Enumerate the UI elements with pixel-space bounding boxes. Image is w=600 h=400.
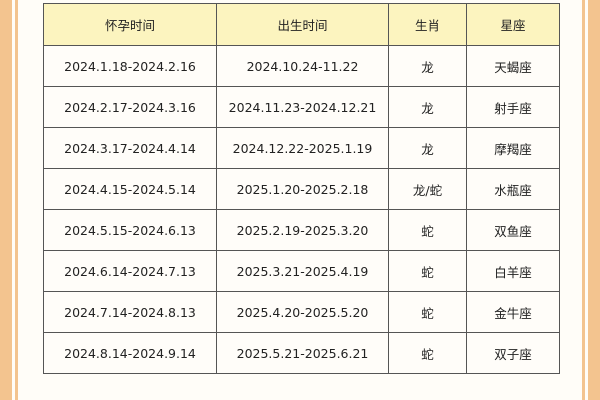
table-row: 2024.4.15-2024.5.14 2025.1.20-2025.2.18 龙/…	[43, 168, 560, 210]
right-border-line	[582, 0, 585, 400]
table-row: 2024.8.14-2024.9.14 2025.5.21-2025.6.21 蛇双…	[43, 332, 560, 374]
cell-zodiac-animal: 龙	[388, 127, 467, 169]
zodiac-table: 怀孕时间 出生时间 生肖 星座 2024.1.18-2024.2.16 2024.…	[43, 3, 560, 374]
cell-constellation: 双鱼座	[466, 209, 560, 251]
cell-birth-time: 2025.1.20-2025.2.18	[216, 168, 389, 210]
cell-constellation: 金牛座	[466, 291, 560, 333]
cell-pregnancy-time: 2024.4.15-2024.5.14	[43, 168, 217, 210]
cell-constellation: 天蝎座	[466, 45, 560, 87]
cell-birth-time: 2024.12.22-2025.1.19	[216, 127, 389, 169]
left-border-band	[0, 0, 12, 400]
cell-pregnancy-time: 2024.6.14-2024.7.13	[43, 250, 217, 292]
cell-pregnancy-time: 2024.8.14-2024.9.14	[43, 332, 217, 374]
cell-zodiac-animal: 龙	[388, 86, 467, 128]
cell-pregnancy-time: 2024.2.17-2024.3.16	[43, 86, 217, 128]
cell-constellation: 白羊座	[466, 250, 560, 292]
cell-zodiac-animal: 蛇	[388, 291, 467, 333]
cell-pregnancy-time: 2024.3.17-2024.4.14	[43, 127, 217, 169]
cell-constellation: 双子座	[466, 332, 560, 374]
cell-constellation: 水瓶座	[466, 168, 560, 210]
cell-birth-time: 2025.4.20-2025.5.20	[216, 291, 389, 333]
table-row: 2024.5.15-2024.6.13 2025.2.19-2025.3.20 蛇双…	[43, 209, 560, 251]
cell-zodiac-animal: 龙	[388, 45, 467, 87]
header-constellation: 星座	[466, 3, 560, 46]
header-zodiac-animal: 生肖	[388, 3, 467, 46]
table-row: 2024.7.14-2024.8.13 2025.4.20-2025.5.20 蛇金…	[43, 291, 560, 333]
cell-birth-time: 2025.3.21-2025.4.19	[216, 250, 389, 292]
cell-pregnancy-time: 2024.5.15-2024.6.13	[43, 209, 217, 251]
header-pregnancy-time: 怀孕时间	[43, 3, 217, 46]
right-border-band	[588, 0, 600, 400]
cell-zodiac-animal: 蛇	[388, 209, 467, 251]
cell-birth-time: 2025.2.19-2025.3.20	[216, 209, 389, 251]
cell-constellation: 射手座	[466, 86, 560, 128]
cell-birth-time: 2025.5.21-2025.6.21	[216, 332, 389, 374]
table-row: 2024.2.17-2024.3.16 2024.11.23-2024.12.21…	[43, 86, 560, 128]
left-border-line	[15, 0, 18, 400]
cell-birth-time: 2024.10.24-11.22	[216, 45, 389, 87]
header-birth-time: 出生时间	[216, 3, 389, 46]
table-row: 2024.1.18-2024.2.16 2024.10.24-11.22 龙天蝎座	[43, 45, 560, 87]
cell-zodiac-animal: 龙/蛇	[388, 168, 467, 210]
cell-pregnancy-time: 2024.1.18-2024.2.16	[43, 45, 217, 87]
cell-pregnancy-time: 2024.7.14-2024.8.13	[43, 291, 217, 333]
cell-birth-time: 2024.11.23-2024.12.21	[216, 86, 389, 128]
table-row: 2024.3.17-2024.4.14 2024.12.22-2025.1.19 龙…	[43, 127, 560, 169]
cell-zodiac-animal: 蛇	[388, 250, 467, 292]
cell-constellation: 摩羯座	[466, 127, 560, 169]
table-row: 2024.6.14-2024.7.13 2025.3.21-2025.4.19 蛇白…	[43, 250, 560, 292]
header-row: 怀孕时间 出生时间 生肖 星座	[43, 3, 560, 46]
cell-zodiac-animal: 蛇	[388, 332, 467, 374]
